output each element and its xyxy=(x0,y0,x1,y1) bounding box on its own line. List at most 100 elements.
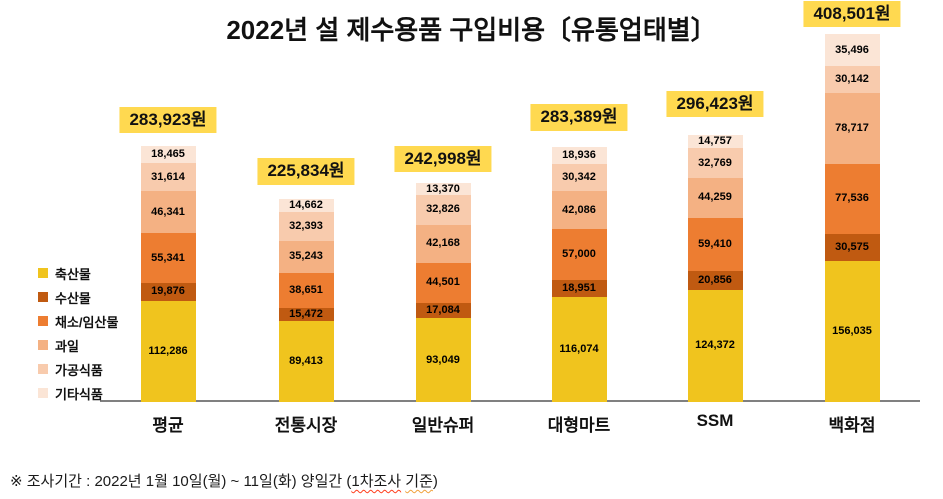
bar-segment: 89,413 xyxy=(278,321,334,402)
total-value-callout: 242,998원 xyxy=(394,145,492,173)
legend: 축산물 수산물 채소/임산물 과일 가공식품 기타식품 xyxy=(38,261,118,405)
segment-value-label: 30,142 xyxy=(835,73,869,86)
segment-value-label: 42,168 xyxy=(426,237,460,250)
legend-item: 기타식품 xyxy=(38,381,118,405)
segment-value-label: 20,856 xyxy=(698,274,732,287)
bar-segment: 18,951 xyxy=(551,280,607,298)
total-value-callout: 296,423원 xyxy=(666,90,764,117)
segment-value-label: 124,372 xyxy=(695,339,735,352)
legend-color-chip xyxy=(38,364,48,374)
bar-segment: 30,575 xyxy=(824,233,880,262)
bar-segment: 116,074 xyxy=(551,297,607,402)
stacked-bar: 93,049 17,084 44,501 42,168 32,826 13,370 xyxy=(415,182,471,402)
bar-segment: 35,496 xyxy=(824,34,880,67)
segment-value-label: 44,259 xyxy=(698,191,732,204)
legend-label: 과일 xyxy=(55,338,79,354)
bar-segment: 20,856 xyxy=(687,271,743,290)
bar-segment: 31,614 xyxy=(140,162,196,192)
bar-segment: 14,757 xyxy=(687,135,743,149)
segment-value-label: 46,341 xyxy=(151,205,185,218)
segment-value-label: 44,501 xyxy=(426,276,460,289)
segment-value-label: 78,717 xyxy=(835,122,869,135)
footnote-text: ※ 조사기간 : 2022년 1월 10일(월) ~ 11일(화) 양일간 ( xyxy=(10,473,352,490)
segment-value-label: 57,000 xyxy=(562,248,596,261)
chart-title: 2022년 설 제수용품 구입비용〔유통업태별〕 xyxy=(226,15,717,45)
footnote-spellcheck-red: 1차조사 xyxy=(351,473,402,490)
bar-segment: 112,286 xyxy=(140,300,196,402)
category-label: 평균 xyxy=(152,416,184,435)
category-label: 일반슈퍼 xyxy=(411,416,475,435)
segment-value-label: 35,496 xyxy=(835,43,869,56)
bar-segment: 156,035 xyxy=(824,261,880,402)
category-label: 대형마트 xyxy=(547,416,611,435)
stacked-bar: 156,035 30,575 77,536 78,717 30,142 35,496 xyxy=(824,34,880,402)
category-label: SSM xyxy=(696,411,734,430)
total-value-callout: 283,389원 xyxy=(530,104,628,131)
segment-value-label: 77,536 xyxy=(835,192,869,205)
bar-segment: 46,341 xyxy=(140,191,196,234)
legend-color-chip xyxy=(38,316,48,326)
legend-color-chip xyxy=(38,388,48,398)
bar-segment: 93,049 xyxy=(415,318,471,402)
bar-segment: 77,536 xyxy=(824,164,880,234)
legend-label: 축산물 xyxy=(55,266,91,282)
segment-value-label: 38,651 xyxy=(289,283,323,296)
stacked-bar: 124,372 20,856 59,410 44,259 32,769 14,757 xyxy=(687,135,743,402)
stacked-bar: 112,286 19,876 55,341 46,341 31,614 18,465 xyxy=(140,146,196,402)
segment-value-label: 18,936 xyxy=(562,148,596,161)
legend-label: 수산물 xyxy=(55,290,91,306)
bar-segment: 59,410 xyxy=(687,217,743,272)
stacked-bar: 116,074 18,951 57,000 42,086 30,342 18,936 xyxy=(551,146,607,402)
footnote-spellcheck-orange: 기준 xyxy=(405,473,433,490)
bar-segment: 124,372 xyxy=(687,289,743,402)
legend-color-chip xyxy=(38,292,48,302)
bar-segment: 35,243 xyxy=(278,240,334,273)
legend-item: 수산물 xyxy=(38,285,118,309)
segment-value-label: 14,757 xyxy=(698,135,732,148)
segment-value-label: 112,286 xyxy=(148,344,188,357)
legend-item: 가공식품 xyxy=(38,357,118,381)
bar-segment: 15,472 xyxy=(278,307,334,322)
segment-value-label: 13,370 xyxy=(426,182,460,195)
segment-value-label: 42,086 xyxy=(562,203,596,216)
segment-value-label: 31,614 xyxy=(151,170,185,183)
bar-segment: 30,142 xyxy=(824,66,880,94)
bar-segment: 42,168 xyxy=(415,224,471,263)
bar-segment: 55,341 xyxy=(140,233,196,283)
segment-value-label: 156,035 xyxy=(832,325,872,338)
bar-segment: 19,876 xyxy=(140,282,196,301)
footnote-close: ) xyxy=(432,473,438,490)
bar-segment: 78,717 xyxy=(824,93,880,165)
segment-value-label: 14,662 xyxy=(289,198,323,211)
segment-value-label: 55,341 xyxy=(151,251,185,264)
segment-value-label: 15,472 xyxy=(289,307,323,320)
total-value-callout: 225,834원 xyxy=(257,158,355,185)
bar-segment: 18,465 xyxy=(140,146,196,163)
bar-segment: 18,936 xyxy=(551,146,607,164)
segment-value-label: 30,342 xyxy=(562,170,596,183)
bar-segment: 32,769 xyxy=(687,148,743,178)
stacked-bar: 89,413 15,472 38,651 35,243 32,393 14,662 xyxy=(278,198,334,402)
legend-item: 과일 xyxy=(38,333,118,357)
legend-color-chip xyxy=(38,340,48,350)
bar-segment: 44,501 xyxy=(415,262,471,303)
x-axis-line xyxy=(100,400,920,402)
segment-value-label: 17,084 xyxy=(426,303,460,316)
segment-value-label: 32,826 xyxy=(426,203,460,216)
bar-segment: 57,000 xyxy=(551,229,607,281)
category-label: 백화점 xyxy=(828,416,876,435)
segment-value-label: 59,410 xyxy=(698,237,732,250)
segment-value-label: 32,393 xyxy=(289,219,323,232)
bar-segment: 42,086 xyxy=(551,191,607,230)
bar-segment: 14,662 xyxy=(278,198,334,212)
bar-segment: 32,393 xyxy=(278,211,334,241)
legend-label: 가공식품 xyxy=(55,362,103,378)
segment-value-label: 18,951 xyxy=(562,282,596,295)
legend-item: 축산물 xyxy=(38,261,118,285)
segment-value-label: 35,243 xyxy=(289,250,323,263)
segment-value-label: 30,575 xyxy=(835,241,869,254)
segment-value-label: 32,769 xyxy=(698,156,732,169)
bar-segment: 17,084 xyxy=(415,302,471,319)
bar-segment: 38,651 xyxy=(278,272,334,308)
